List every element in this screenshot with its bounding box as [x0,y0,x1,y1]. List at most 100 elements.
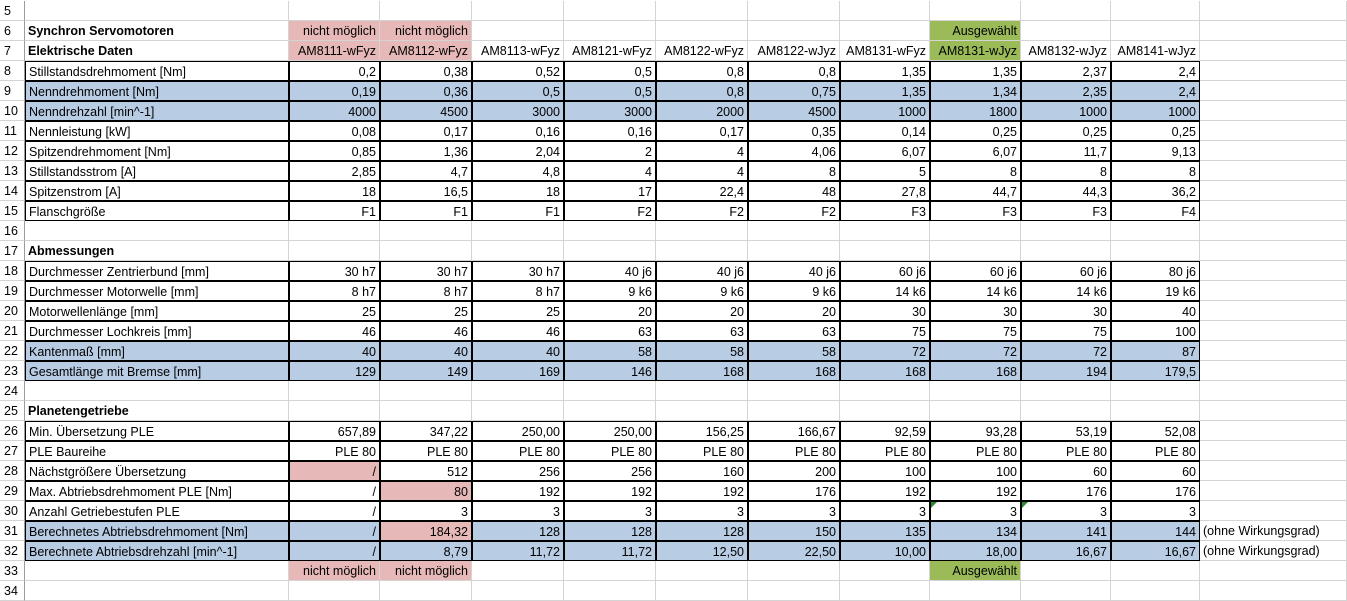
value-cell[interactable]: 4500 [748,101,840,121]
model-header[interactable]: AM8141-wJyz [1111,41,1200,61]
row-header[interactable]: 21 [0,321,25,341]
cell[interactable] [1200,581,1347,601]
value-cell[interactable]: 25 [472,301,564,321]
note-cell[interactable] [1200,261,1347,281]
cell[interactable] [25,581,289,601]
row-header[interactable]: 17 [0,241,25,261]
row-header[interactable]: 16 [0,221,25,241]
value-cell[interactable]: 3000 [564,101,656,121]
value-cell[interactable]: 9 k6 [748,281,840,301]
value-cell[interactable]: 0,25 [1021,121,1111,141]
value-cell[interactable]: 128 [564,521,656,541]
value-cell[interactable]: 63 [748,321,840,341]
value-cell[interactable]: 46 [472,321,564,341]
value-cell[interactable]: 40 [472,341,564,361]
row-label[interactable]: Motorwellenlänge [mm] [25,301,289,321]
note-cell[interactable]: (ohne Wirkungsgrad) [1200,521,1347,541]
row-label[interactable]: Durchmesser Lochkreis [mm] [25,321,289,341]
value-cell[interactable]: 18,00 [930,541,1021,561]
model-header[interactable]: AM8122-wFyz [656,41,748,61]
status-cell[interactable] [564,561,656,581]
cell[interactable] [564,221,656,241]
value-cell[interactable]: 135 [840,521,930,541]
value-cell[interactable]: 46 [380,321,472,341]
value-cell[interactable]: PLE 80 [1021,441,1111,461]
value-cell[interactable]: 250,00 [564,421,656,441]
value-cell[interactable]: 179,5 [1111,361,1200,381]
value-cell[interactable]: 8 [1021,161,1111,181]
cell[interactable] [656,241,748,261]
value-cell[interactable]: 30 [930,301,1021,321]
value-cell[interactable]: PLE 80 [380,441,472,461]
value-cell[interactable]: 40 j6 [656,261,748,281]
value-cell[interactable]: PLE 80 [656,441,748,461]
cell[interactable] [1111,241,1200,261]
value-cell[interactable]: 8 h7 [289,281,380,301]
value-cell[interactable]: 16,5 [380,181,472,201]
value-cell[interactable]: 347,22 [380,421,472,441]
value-cell[interactable]: 6,07 [840,141,930,161]
cell[interactable] [1200,21,1347,41]
status-cell[interactable] [1021,21,1111,41]
note-cell[interactable] [1200,481,1347,501]
cell[interactable] [289,581,380,601]
value-cell[interactable]: 8 [930,161,1021,181]
row-header[interactable]: 6 [0,21,25,41]
note-cell[interactable] [1200,181,1347,201]
value-cell[interactable]: F2 [748,201,840,221]
cell[interactable] [748,381,840,401]
value-cell[interactable]: 46 [289,321,380,341]
note-cell[interactable] [1200,281,1347,301]
value-cell[interactable]: 14 k6 [1021,281,1111,301]
model-header[interactable]: AM8111-wFyz [289,41,380,61]
status-cell[interactable]: nicht möglich [380,561,472,581]
value-cell[interactable]: 40 [380,341,472,361]
value-cell[interactable]: 58 [564,341,656,361]
note-cell[interactable] [1200,61,1347,81]
value-cell[interactable]: 40 j6 [748,261,840,281]
value-cell[interactable]: 14 k6 [840,281,930,301]
value-cell[interactable]: 2,4 [1111,61,1200,81]
row-label[interactable]: Kantenmaß [mm] [25,341,289,361]
value-cell[interactable]: 168 [748,361,840,381]
status-cell[interactable] [656,561,748,581]
value-cell[interactable]: 30 h7 [380,261,472,281]
value-cell[interactable]: 4,06 [748,141,840,161]
value-cell[interactable]: 134 [930,521,1021,541]
cell[interactable] [930,381,1021,401]
value-cell[interactable]: 144 [1111,521,1200,541]
value-cell[interactable]: 3 [748,501,840,521]
value-cell[interactable]: 58 [748,341,840,361]
value-cell[interactable]: 8 [748,161,840,181]
value-cell[interactable]: PLE 80 [564,441,656,461]
cell[interactable] [1111,1,1200,21]
row-header[interactable]: 34 [0,581,25,601]
value-cell[interactable]: 141 [1021,521,1111,541]
row-label[interactable]: PLE Baureihe [25,441,289,461]
cell[interactable] [840,401,930,421]
value-cell[interactable]: 75 [840,321,930,341]
value-cell[interactable]: 9,13 [1111,141,1200,161]
status-cell[interactable] [1111,561,1200,581]
cell[interactable] [656,1,748,21]
cell[interactable] [564,401,656,421]
cell[interactable] [472,381,564,401]
value-cell[interactable]: 93,28 [930,421,1021,441]
value-cell[interactable]: 1000 [840,101,930,121]
cell[interactable] [656,401,748,421]
value-cell[interactable]: 40 [1111,301,1200,321]
row-header[interactable]: 26 [0,421,25,441]
value-cell[interactable]: 72 [840,341,930,361]
value-cell[interactable]: PLE 80 [930,441,1021,461]
value-cell[interactable]: PLE 80 [840,441,930,461]
value-cell[interactable]: 11,7 [1021,141,1111,161]
row-header[interactable]: 31 [0,521,25,541]
cell[interactable] [1200,401,1347,421]
value-cell[interactable]: 176 [1021,481,1111,501]
value-cell[interactable]: 160 [656,461,748,481]
cell[interactable] [564,1,656,21]
value-cell[interactable]: 8 h7 [472,281,564,301]
value-cell[interactable]: PLE 80 [472,441,564,461]
value-cell[interactable]: 3 [656,501,748,521]
section-gearbox[interactable]: Planetengetriebe [25,401,289,421]
